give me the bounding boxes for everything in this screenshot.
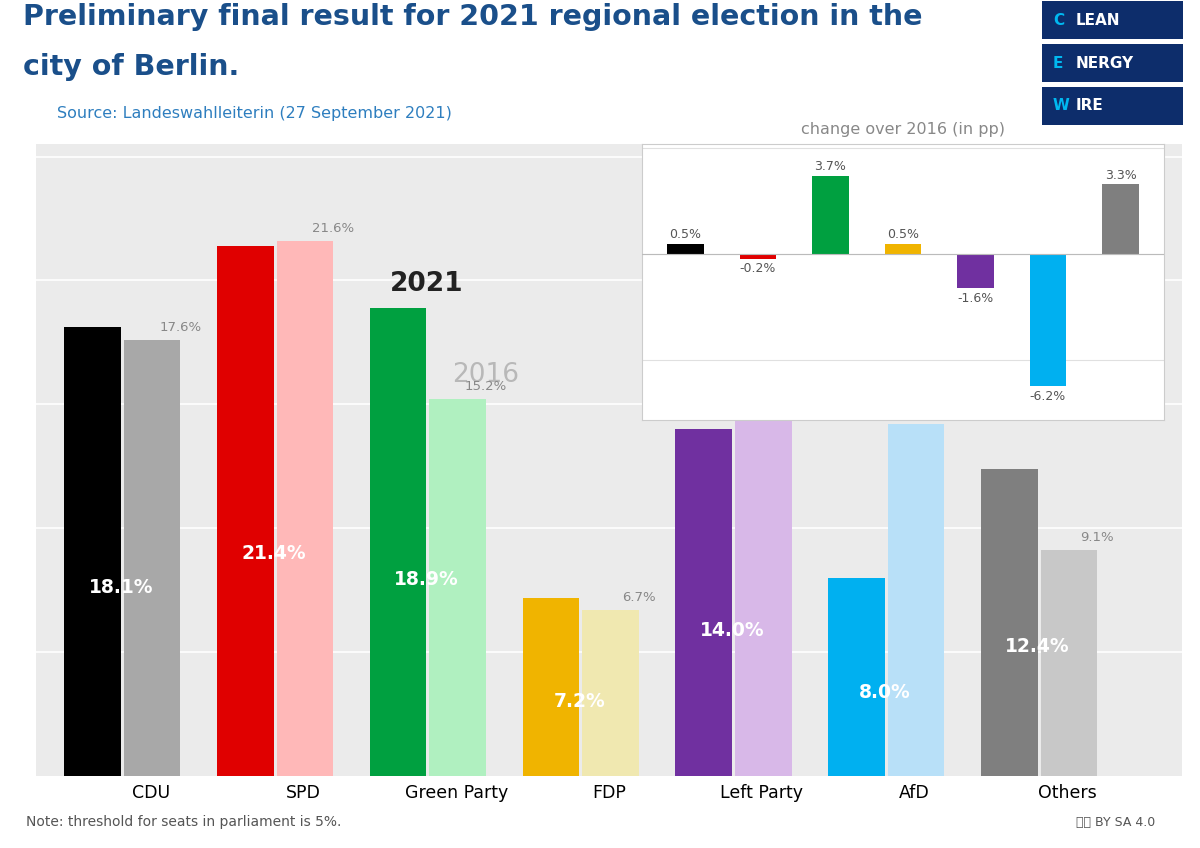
Bar: [1040, 550, 1097, 776]
Bar: [124, 340, 180, 776]
Bar: [430, 399, 486, 776]
Text: NERGY: NERGY: [1075, 56, 1134, 70]
Bar: [1042, 44, 1183, 82]
Text: Note: threshold for seats in parliament is 5%.: Note: threshold for seats in parliament …: [26, 815, 342, 829]
Text: Preliminary final result for 2021 regional election in the: Preliminary final result for 2021 region…: [23, 3, 923, 31]
Text: LEAN: LEAN: [1075, 13, 1120, 28]
Bar: [1103, 184, 1139, 254]
Text: 9.1%: 9.1%: [1080, 532, 1114, 544]
Bar: [676, 429, 732, 776]
Text: ⒸⒸ BY SA 4.0: ⒸⒸ BY SA 4.0: [1076, 816, 1156, 829]
Bar: [828, 577, 884, 776]
Bar: [523, 598, 580, 776]
Title: change over 2016 (in pp): change over 2016 (in pp): [802, 122, 1006, 137]
Text: 3.3%: 3.3%: [1105, 169, 1136, 182]
Text: 15.2%: 15.2%: [464, 380, 508, 393]
Bar: [217, 246, 274, 776]
Text: 0.5%: 0.5%: [670, 228, 702, 241]
Bar: [1042, 86, 1183, 125]
Bar: [65, 327, 121, 776]
Text: 2021: 2021: [390, 271, 463, 297]
Bar: [740, 254, 776, 259]
Text: -0.2%: -0.2%: [740, 263, 776, 276]
Text: 21.4%: 21.4%: [241, 544, 306, 563]
Text: 15.6%: 15.6%: [770, 371, 812, 383]
Text: IRE: IRE: [1075, 98, 1103, 114]
Text: 14.0%: 14.0%: [700, 621, 764, 639]
Text: 8.0%: 8.0%: [859, 683, 911, 702]
Bar: [958, 254, 994, 288]
Text: 18.9%: 18.9%: [394, 570, 458, 589]
Bar: [884, 244, 922, 254]
Text: -6.2%: -6.2%: [1030, 390, 1066, 403]
Bar: [667, 244, 703, 254]
Text: 3.7%: 3.7%: [815, 160, 846, 173]
Text: 14.2%: 14.2%: [923, 405, 966, 418]
Text: 2016: 2016: [452, 362, 520, 388]
Text: -1.6%: -1.6%: [958, 292, 994, 305]
Text: E: E: [1052, 56, 1063, 70]
Text: 17.6%: 17.6%: [160, 321, 202, 333]
Text: 21.6%: 21.6%: [312, 221, 354, 235]
Text: 6.7%: 6.7%: [622, 591, 655, 604]
Bar: [370, 308, 426, 776]
Text: 7.2%: 7.2%: [553, 691, 605, 711]
Bar: [982, 469, 1038, 776]
Bar: [736, 389, 792, 776]
Text: 12.4%: 12.4%: [1006, 638, 1070, 656]
Bar: [582, 610, 638, 776]
Text: Source: Landeswahlleiterin (27 September 2021): Source: Landeswahlleiterin (27 September…: [56, 106, 451, 121]
Text: C: C: [1052, 13, 1064, 28]
Bar: [277, 241, 334, 776]
Text: city of Berlin.: city of Berlin.: [23, 53, 239, 81]
Text: 0.5%: 0.5%: [887, 228, 919, 241]
Text: W: W: [1052, 98, 1070, 114]
Text: 18.1%: 18.1%: [89, 578, 154, 597]
Bar: [1030, 254, 1066, 386]
Bar: [812, 176, 848, 254]
Bar: [888, 424, 944, 776]
Bar: [1042, 2, 1183, 40]
